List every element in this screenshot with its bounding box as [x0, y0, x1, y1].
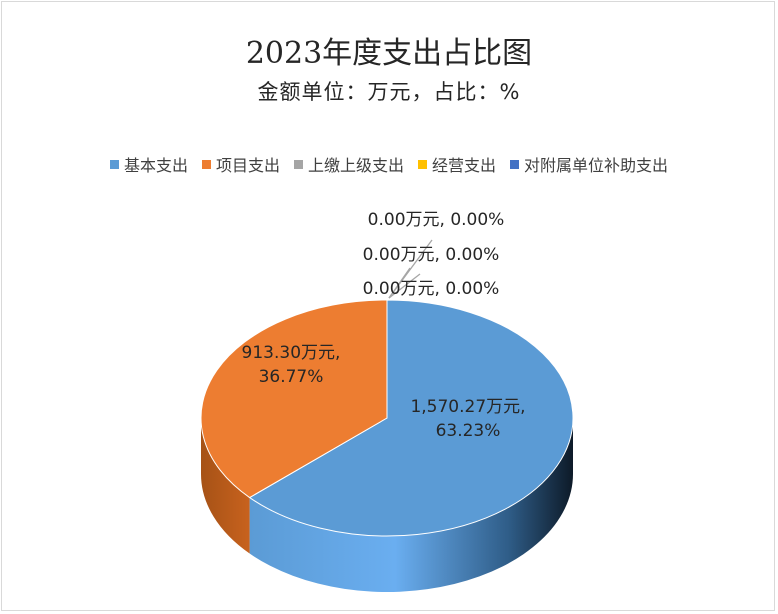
chart-legend: 基本支出 项目支出 上缴上级支出 经营支出 对附属单位补助支出: [0, 152, 778, 176]
legend-label-operating: 经营支出: [432, 156, 497, 175]
leader-line-remit: [388, 273, 421, 299]
chart-subtitle: 金额单位：万元，占比：%: [257, 80, 521, 104]
pie-slice-project: [200, 299, 388, 499]
data-label-subsidy: 0.00万元, 0.00%: [368, 210, 505, 230]
data-label-basic: 1,570.27万元, 63.23%: [410, 397, 525, 441]
pie-side-basic: [249, 418, 573, 592]
data-label-basic-value: 1,570.27万元,: [410, 397, 525, 417]
legend-item-operating: 经营支出: [418, 152, 496, 176]
legend-swatch-basic: [109, 159, 119, 169]
legend-swatch-remit: [293, 159, 303, 169]
legend-item-remit: 上缴上级支出: [293, 152, 404, 176]
data-label-basic-percent: 63.23%: [436, 421, 501, 441]
data-label-operating: 0.00万元, 0.00%: [363, 245, 500, 265]
chart-title: 2023年度支出占比图: [245, 36, 533, 71]
data-label-project-percent: 36.77%: [259, 367, 324, 387]
legend-item-project: 项目支出: [201, 152, 280, 176]
data-label-project-value: 913.30万元,: [242, 343, 341, 363]
pie-side-project: [201, 418, 250, 554]
legend-label-subsidy: 对附属单位补助支出: [524, 156, 669, 175]
legend-label-project: 项目支出: [215, 156, 280, 175]
leader-line-subsidy: [388, 239, 433, 299]
data-label-remit: 0.00万元, 0.00%: [363, 279, 500, 299]
legend-label-remit: 上缴上级支出: [307, 156, 404, 175]
legend-item-subsidy: 对附属单位补助支出: [510, 152, 668, 176]
pie-slice-basic: [248, 299, 574, 537]
legend-swatch-operating: [418, 159, 427, 169]
legend-swatch-subsidy: [510, 159, 520, 169]
legend-label-basic: 基本支出: [123, 156, 188, 175]
legend-item-basic: 基本支出: [109, 152, 188, 176]
data-label-project: 913.30万元, 36.77%: [242, 343, 341, 387]
legend-swatch-project: [201, 159, 211, 169]
